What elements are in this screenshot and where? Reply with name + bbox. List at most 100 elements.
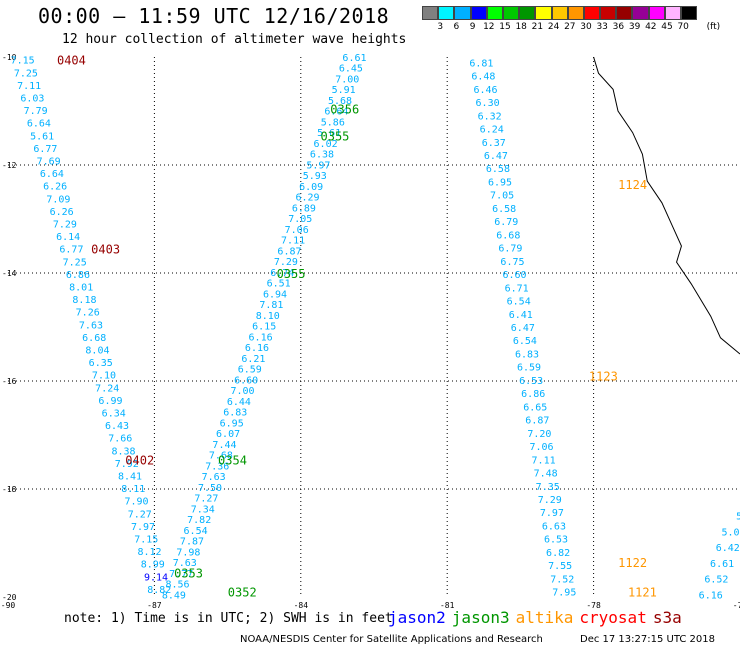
wave-height-label: 6.53 — [519, 376, 543, 387]
wave-height-label: 8.11 — [121, 484, 145, 495]
wave-height-label: 6.48 — [471, 72, 495, 83]
wave-height-label: 7.25 — [63, 257, 87, 268]
wave-height-label: 6.09 — [299, 182, 323, 193]
wave-height-label: 5.61 — [30, 131, 54, 142]
legend-swatch — [454, 6, 471, 20]
wave-height-label: 8.18 — [72, 295, 96, 306]
generated-timestamp: Dec 17 13:27:15 UTC 2018 — [580, 634, 715, 645]
wave-height-label: 6.60 — [234, 375, 258, 386]
wave-height-label: 6.99 — [98, 396, 122, 407]
y-tick-label: -12 — [2, 161, 17, 170]
wave-height-label: 6.59 — [517, 363, 541, 374]
satellite-legend-cryosat: cryosat — [579, 608, 647, 627]
wave-height-label: 6.46 — [473, 85, 497, 96]
legend-swatch — [535, 6, 552, 20]
legend-label: 42 — [645, 22, 657, 32]
legend-swatch — [664, 6, 681, 20]
x-tick-label: -75 — [733, 601, 740, 610]
wave-height-label: 7.55 — [548, 561, 572, 572]
wave-height-label: 6.58 — [486, 164, 510, 175]
wave-height-label: 6.54 — [184, 526, 208, 537]
wave-height-label: 6.58 — [492, 204, 516, 215]
wave-height-label: 6.87 — [525, 416, 549, 427]
wave-height-label: 6.43 — [105, 421, 129, 432]
wave-height-label: 8.01 — [69, 283, 93, 294]
wave-height-label: 7.63 — [79, 320, 103, 331]
wave-height-label: 6.87 — [277, 246, 301, 257]
wave-height-label: 7.11 — [281, 236, 305, 247]
wave-height-label: 8.56 — [165, 580, 189, 591]
wave-height-label: 7.95 — [552, 588, 576, 599]
wave-height-label: 6.16 — [245, 343, 269, 354]
legend-swatch — [583, 6, 601, 20]
wave-height-label: 5.91 — [332, 85, 356, 96]
wave-height-label: 7.34 — [191, 504, 215, 515]
legend-label: 36 — [612, 22, 625, 32]
legend-swatch — [502, 6, 520, 20]
wave-height-label: 8.10 — [256, 311, 280, 322]
wave-height-label: 6.86 — [521, 389, 545, 400]
wave-height-label: 7.25 — [14, 68, 38, 79]
legend-swatch — [616, 6, 633, 20]
wave-height-label: 6.51 — [267, 279, 291, 290]
satellite-legend-s3a: s3a — [652, 608, 682, 627]
x-tick-label: -87 — [147, 601, 162, 610]
pass-label: 1123 — [589, 370, 618, 384]
pass-label: 1121 — [628, 586, 657, 600]
wave-height-label: 6.07 — [216, 429, 240, 440]
wave-height-label: 7.79 — [24, 106, 48, 117]
wave-height-label: 7.15 — [11, 56, 35, 67]
wave-height-label: 5 — [736, 512, 740, 523]
legend-swatch — [600, 6, 617, 20]
wave-height-label: 7.63 — [173, 558, 197, 569]
y-tick-label: -14 — [2, 269, 17, 278]
wave-height-label: 6.74 — [270, 268, 294, 279]
legend-swatch — [519, 6, 536, 20]
wave-height-label: 7.05 — [490, 191, 514, 202]
wave-height-label: 6.37 — [482, 138, 506, 149]
wave-height-label: 6.64 — [324, 107, 348, 118]
wave-height-label: 6.95 — [220, 418, 244, 429]
wave-height-label: 7.77 — [169, 569, 193, 580]
wave-height-label: 7.97 — [540, 508, 564, 519]
satellite-legend-jason2: jason2 — [388, 608, 446, 627]
wave-height-label: 6.68 — [496, 230, 520, 241]
wave-height-label: 7.09 — [46, 194, 70, 205]
wave-height-label: 8.38 — [111, 446, 135, 457]
wave-height-label: 7.52 — [550, 574, 574, 585]
wave-height-label: 6.30 — [476, 98, 500, 109]
wave-height-label: 7.87 — [180, 537, 204, 548]
wave-height-label: 6.71 — [505, 283, 529, 294]
wave-height-label: 7.63 — [202, 472, 226, 483]
chart-subtitle: 12 hour collection of altimeter wave hei… — [62, 32, 407, 47]
wave-height-label: 8.82 — [147, 585, 171, 596]
legend-swatch — [567, 6, 584, 20]
legend-label: 27 — [564, 22, 576, 32]
wave-height-label: 6.83 — [515, 349, 539, 360]
pass-label: 0402 — [125, 453, 154, 467]
wave-height-label: 6.82 — [546, 548, 570, 559]
wave-height-label: 7.29 — [53, 220, 77, 231]
y-tick-label: -18 — [2, 485, 17, 494]
wave-height-label: 6.54 — [507, 297, 531, 308]
pass-label: 1124 — [618, 178, 647, 192]
legend-swatch — [486, 6, 503, 20]
wave-height-label: 6.45 — [339, 64, 363, 75]
wave-height-label: 7.26 — [76, 308, 100, 319]
wave-height-label: 7.98 — [176, 547, 200, 558]
wave-height-label: 6.52 — [704, 575, 728, 586]
pass-label: 0352 — [228, 586, 257, 600]
wave-height-label: 7.27 — [194, 494, 218, 505]
wave-height-label: 7.20 — [527, 429, 551, 440]
wave-height-label: 6.44 — [227, 397, 251, 408]
wave-height-label: 7.90 — [124, 497, 148, 508]
credit-line: NOAA/NESDIS Center for Satellite Applica… — [240, 634, 543, 645]
legend-swatch — [632, 6, 649, 20]
legend-label: 3 — [437, 22, 444, 32]
x-tick-label: -81 — [440, 601, 455, 610]
wave-height-label: 8.49 — [162, 590, 186, 601]
x-tick-label: -90 — [1, 601, 16, 610]
wave-height-label: 7.00 — [335, 74, 359, 85]
wave-height-label: 6.29 — [295, 193, 319, 204]
wave-height-label: 6.64 — [27, 119, 51, 130]
